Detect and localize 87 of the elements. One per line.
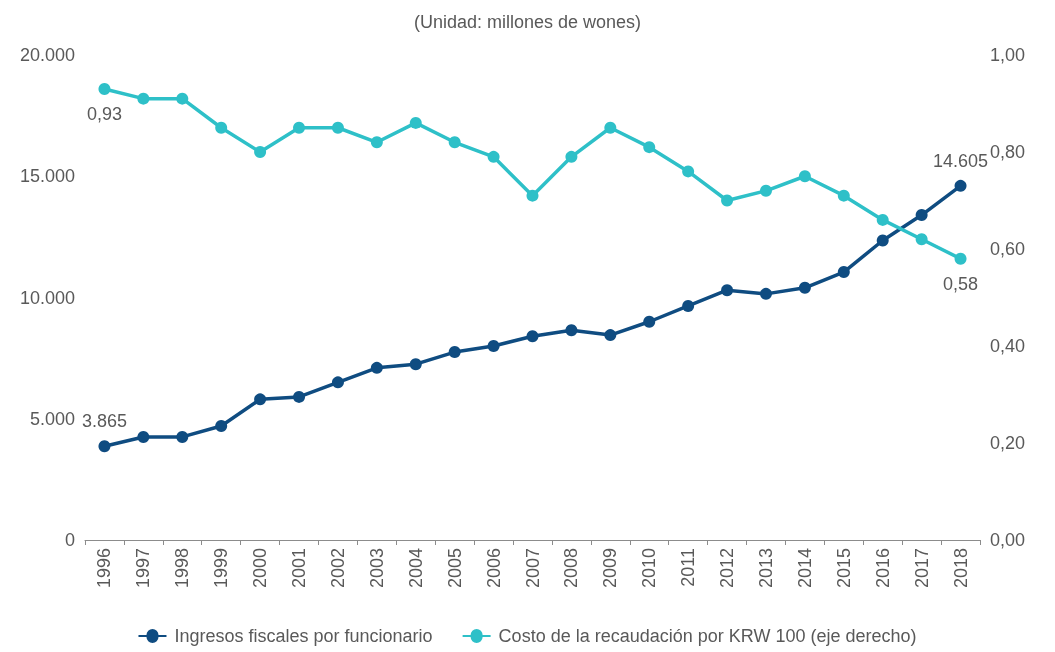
point <box>137 430 150 443</box>
point <box>604 121 617 134</box>
x-tick-label: 2011 <box>678 548 699 587</box>
point <box>682 299 695 312</box>
point <box>759 184 772 197</box>
y2-tick-label: 1,00 <box>990 45 1026 65</box>
point <box>759 287 772 300</box>
x-tick-label: 2013 <box>755 548 776 589</box>
point <box>526 189 539 202</box>
x-tick-label: 1999 <box>211 548 232 589</box>
point <box>954 179 967 192</box>
x-tick-label: 2002 <box>327 548 348 589</box>
y2-tick-label: 0,60 <box>990 239 1026 259</box>
point <box>721 284 734 297</box>
point <box>370 361 383 374</box>
y-tick-label: 0 <box>64 530 75 550</box>
y2-tick-label: 0,00 <box>990 530 1026 550</box>
point <box>876 213 889 226</box>
x-tick-label: 2010 <box>639 548 660 589</box>
point <box>876 234 889 247</box>
x-tick-label: 1998 <box>172 548 193 589</box>
x-tick-label: 1996 <box>94 548 115 589</box>
y2-tick-label: 0,40 <box>990 336 1026 356</box>
point <box>370 136 383 149</box>
data-label: 14.605 <box>933 150 989 171</box>
point <box>798 170 811 183</box>
point <box>487 150 500 163</box>
y-tick-label: 20.000 <box>19 45 75 65</box>
x-tick-label: 2016 <box>872 548 893 589</box>
point <box>604 329 617 342</box>
x-tick-label: 2008 <box>561 548 582 589</box>
y2-tick-label: 0,20 <box>990 433 1026 453</box>
x-tick-label: 2003 <box>366 548 387 589</box>
point <box>215 420 228 433</box>
point <box>409 358 422 371</box>
x-tick-label: 2006 <box>483 548 504 589</box>
y-tick-label: 15.000 <box>19 166 75 187</box>
point <box>798 281 811 294</box>
point <box>915 233 928 246</box>
x-tick-label: 2007 <box>522 548 543 589</box>
point <box>254 146 267 158</box>
x-tick-label: 1997 <box>133 548 154 589</box>
point <box>448 346 461 359</box>
x-tick-label: 2009 <box>600 548 621 589</box>
data-label: 0,93 <box>86 103 122 124</box>
legend-label: Ingresos fiscales por funcionario <box>174 626 433 646</box>
x-tick-label: 2015 <box>833 548 854 589</box>
point <box>409 116 422 129</box>
data-label: 3.865 <box>81 411 127 432</box>
point <box>682 165 695 178</box>
point <box>98 440 111 453</box>
x-tick-label: 2014 <box>794 548 815 589</box>
point <box>293 390 306 403</box>
y-tick-label: 5.000 <box>29 408 75 429</box>
x-tick-label: 2018 <box>950 548 971 589</box>
x-tick-label: 2017 <box>911 548 932 589</box>
x-tick-label: 2001 <box>289 548 310 589</box>
point <box>721 194 734 207</box>
point <box>837 189 850 202</box>
point <box>837 266 850 279</box>
point <box>643 141 656 154</box>
x-tick-label: 2012 <box>717 548 738 589</box>
x-tick-label: 2004 <box>405 548 426 589</box>
point <box>487 340 500 352</box>
point <box>293 121 306 134</box>
point <box>565 150 578 163</box>
point <box>448 136 461 149</box>
point <box>331 376 344 389</box>
x-tick-label: 2005 <box>444 548 465 589</box>
legend-label: Costo de la recaudación por KRW 100 (eje derecho) <box>498 626 917 646</box>
y2-tick-label: 0,80 <box>990 142 1026 162</box>
point <box>176 430 189 443</box>
point <box>137 92 150 105</box>
y-tick-label: 10.000 <box>19 287 75 308</box>
data-label: 0,58 <box>943 273 979 294</box>
point <box>215 121 228 134</box>
point <box>98 82 111 95</box>
x-tick-label: 2000 <box>250 548 271 589</box>
point <box>915 209 928 222</box>
point <box>176 92 189 105</box>
point <box>643 315 656 328</box>
point <box>526 330 539 343</box>
chart-subtitle: (Unidad: millones de wones) <box>413 12 642 32</box>
point <box>565 324 578 337</box>
point <box>331 121 344 134</box>
point <box>954 252 967 265</box>
point <box>254 393 267 406</box>
